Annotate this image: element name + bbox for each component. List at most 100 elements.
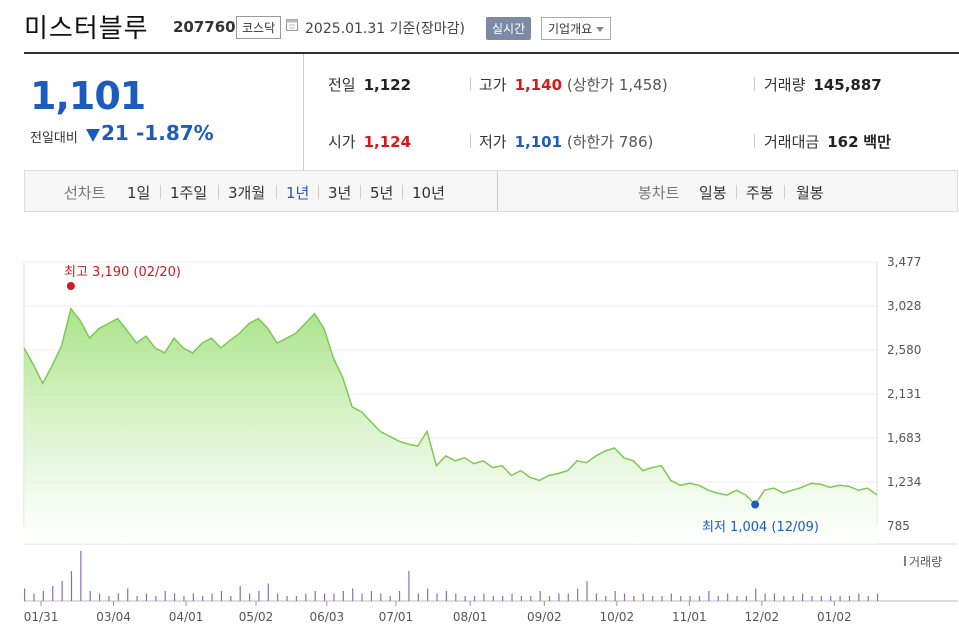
volume-bar [483, 593, 485, 601]
open-value: 1,124 [363, 133, 412, 151]
down-arrow-icon [86, 129, 100, 142]
tabs-section-divider [497, 171, 498, 211]
volume-bar [445, 591, 448, 601]
volume-bar [389, 596, 391, 601]
volume-bar [220, 591, 223, 601]
volume-bar [642, 593, 644, 601]
calendar-icon [286, 19, 298, 31]
volume-bar [192, 593, 194, 601]
volume-bar [633, 596, 635, 601]
volume-bar [558, 593, 560, 601]
volume-value: 145,887 [813, 76, 882, 94]
volume-bar [464, 596, 466, 601]
low-price: 저가 1,101 (하한가 786) [479, 133, 654, 151]
volume-bar [211, 593, 213, 601]
volume-bar [455, 593, 457, 601]
current-price-panel: 1,101 전일대비 21 -1.87% [24, 54, 304, 170]
tab-weekly[interactable]: 주봉 [746, 184, 774, 202]
volume-bar [689, 596, 691, 601]
tab-monthly[interactable]: 월봉 [796, 184, 824, 202]
volume-bar [127, 588, 129, 601]
tab-3m[interactable]: 3개월 [228, 184, 266, 202]
lower-limit-value: 786 [618, 133, 648, 151]
divider [754, 77, 755, 91]
price-area [24, 308, 877, 544]
high-price: 고가 1,140 (상한가 1,458) [479, 76, 668, 94]
tab-daily[interactable]: 일봉 [699, 184, 727, 202]
volume-bar [295, 596, 298, 601]
chart-annotations: 최고 3,190 (02/20) 최저 1,004 (12/09) 거래량 [64, 265, 942, 569]
volume-bar [61, 581, 63, 601]
volume-bar [848, 596, 851, 601]
y-tick-label: 3,477 [887, 255, 921, 269]
market-badge: 코스닥 [236, 16, 282, 39]
volume-bar [333, 593, 335, 601]
prev-close-label: 전일 [328, 76, 356, 94]
volume-bar [155, 596, 157, 601]
x-tick-label: 09/02 [527, 610, 562, 624]
volume-bar [417, 593, 419, 601]
tab-divider [276, 185, 277, 199]
price-line [23, 307, 878, 506]
header-divider [24, 52, 959, 54]
upper-limit-value: 1,458 [618, 76, 662, 94]
change-value: 21 [101, 121, 129, 145]
volume-bar [877, 593, 879, 601]
volume-bar [230, 596, 232, 601]
company-overview-dropdown[interactable]: 기업개요 [541, 17, 612, 40]
x-tick-label: 08/01 [453, 610, 488, 624]
volume-bar [380, 593, 382, 601]
tab-1y[interactable]: 1년 [286, 184, 310, 202]
y-axis: 3,477 3,028 2,580 2,131 1,683 1,234 785 [887, 255, 921, 533]
change-label: 전일대비 [30, 131, 78, 146]
x-tick-label: 01/02 [817, 610, 852, 624]
quote-box: 1,101 전일대비 21 -1.87% 전일 1,122 고가 1,140 (상한… [24, 54, 959, 170]
volume-bar [652, 596, 654, 601]
volume-bar [792, 596, 794, 601]
tab-5y[interactable]: 5년 [370, 184, 394, 202]
tab-divider [784, 185, 785, 199]
tab-1w[interactable]: 1주일 [170, 184, 208, 202]
tab-divider [218, 185, 219, 199]
volume-bar [717, 596, 719, 601]
volume-bar [708, 591, 710, 601]
volume-bar [24, 588, 26, 601]
divider [470, 134, 471, 148]
tab-1d[interactable]: 1일 [127, 184, 151, 202]
amount-unit: 백만 [863, 133, 891, 151]
low-value: 1,101 [514, 133, 563, 151]
volume-bar [670, 593, 672, 601]
x-tick-label: 03/04 [96, 610, 131, 624]
volume-bar [623, 593, 626, 601]
volume-bar [352, 588, 354, 601]
tab-10y[interactable]: 10년 [412, 184, 445, 202]
tab-3y[interactable]: 3년 [328, 184, 352, 202]
volume-bar [502, 596, 504, 601]
high-marker [66, 282, 75, 290]
volume-bar [361, 593, 363, 601]
current-price: 1,101 [30, 74, 146, 118]
volume-bar [42, 591, 44, 601]
high-annotation: 최고 3,190 (02/20) [64, 265, 181, 280]
volume-bar [408, 571, 410, 601]
chart-period-tabs: 선차트 1일 1주일 3개월 1년 3년 5년 10년 봉차트 일봉 주봉 월봉 [24, 170, 958, 212]
volume-bar [286, 596, 288, 601]
divider [754, 134, 755, 148]
volume-bar [698, 596, 701, 601]
realtime-button[interactable]: 실시간 [486, 17, 532, 40]
lower-limit-label: 하한가 [572, 133, 615, 151]
candle-chart-label: 봉차트 [638, 184, 680, 202]
volume-bar [727, 593, 729, 601]
amount-value: 162 [827, 133, 859, 151]
y-tick-label: 2,580 [887, 343, 921, 357]
volume: 거래량 145,887 [764, 74, 882, 95]
y-tick-label: 785 [887, 519, 910, 533]
volume-bar [314, 591, 316, 601]
volume-bar [436, 593, 438, 601]
volume-legend-label: 거래량 [909, 555, 942, 569]
volume-bar [736, 596, 738, 601]
volume-bar [108, 596, 110, 601]
volume-bar [70, 571, 73, 601]
price-chart: 3,477 3,028 2,580 2,131 1,683 1,234 785 최고 3,1… [23, 255, 958, 624]
volume-bar [773, 593, 776, 601]
